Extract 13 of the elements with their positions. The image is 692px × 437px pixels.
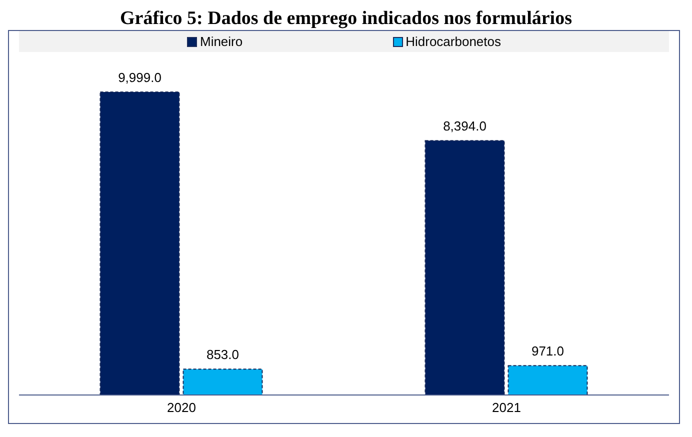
legend-label: Mineiro [198, 34, 243, 49]
bar [100, 92, 180, 396]
data-label: 853.0 [206, 347, 240, 362]
data-label: 971.0 [531, 344, 564, 359]
bar [508, 365, 588, 396]
bar [182, 368, 263, 396]
x-tick-label: 2020 [167, 400, 196, 416]
chart-title: Gráfico 5: Dados de emprego indicados nos formulários [119, 8, 573, 30]
legend-label: Hidrocarbonetos [404, 34, 501, 49]
data-label: 9,999.0 [118, 70, 162, 85]
x-tick-label: 2021 [492, 400, 521, 416]
data-label: 8,394.0 [443, 118, 486, 134]
bar [424, 140, 505, 396]
